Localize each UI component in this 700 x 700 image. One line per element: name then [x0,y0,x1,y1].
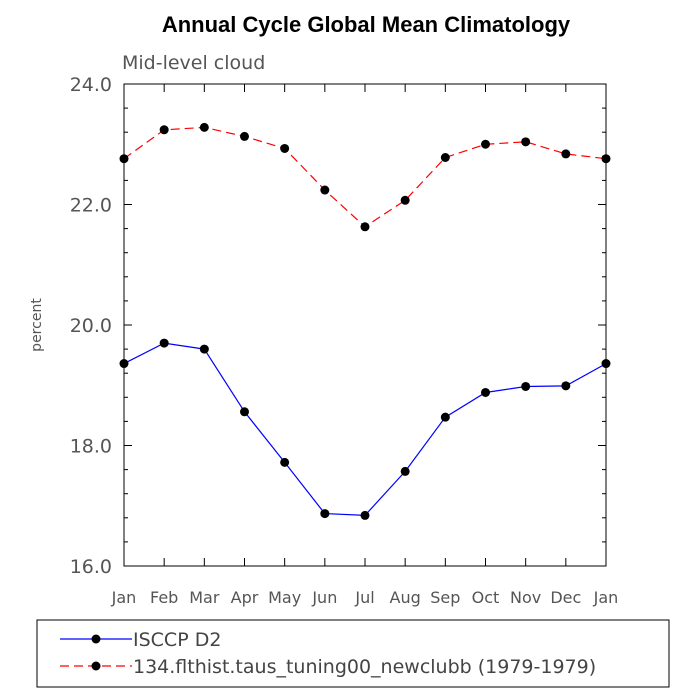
x-tick-label: Oct [472,588,500,607]
series-2-point [521,137,531,147]
series-1-point [199,344,209,354]
series-1-point [440,412,450,422]
series-line-1 [123,342,607,517]
series-2-point [400,195,410,205]
x-tick-label: Aug [390,588,421,607]
x-tick-label: Sep [430,588,460,607]
series-1-point [601,359,611,369]
x-tick-label: Apr [231,588,259,607]
series-2-point [561,149,571,159]
x-tick-label: Jan [593,588,619,607]
series-1-point [280,457,290,467]
x-tick-label: Nov [510,588,541,607]
chart-title: Annual Cycle Global Mean Climatology [162,12,571,37]
series-2-point [360,222,370,232]
y-tick-label: 18.0 [70,436,112,458]
series-layer [119,122,611,520]
series-2-point [159,125,169,135]
legend-box [36,619,670,688]
y-tick-label: 22.0 [70,195,112,217]
series-2-point [119,154,129,164]
x-tick-label: May [268,588,301,607]
series-1-point [360,510,370,520]
legend-label-2: 134.flthist.taus_tuning00_newclubb (1979… [133,656,596,678]
x-tick-label: Mar [189,588,220,607]
legend-marker-2 [91,661,101,671]
x-tick-label: Jun [311,588,337,607]
series-1-point [240,407,249,417]
series-1-point [481,387,490,397]
y-tick-labels: 16.0 18.0 20.0 22.0 24.0 [70,74,112,578]
x-tick-label: Jul [354,588,374,607]
series-1-point [159,338,169,348]
series-2-point [240,131,249,141]
y-tick-label: 20.0 [70,315,112,337]
y-tick-label: 24.0 [70,74,112,96]
chart-subtitle: Mid-level cloud [122,52,265,74]
series-line-2 [123,126,607,228]
y-axis-label: percent [29,298,45,352]
x-tick-label: Dec [550,588,581,607]
series-1-point [521,381,531,391]
x-tick-label: Jan [111,588,137,607]
plot-frame [123,83,607,567]
legend-label-1: ISCCP D2 [133,629,221,651]
series-2-point [199,122,209,132]
axis-ticks [123,83,607,567]
x-tick-label: Feb [150,588,178,607]
series-2-point [320,185,330,195]
x-tick-labels: Jan Feb Mar Apr May Jun Jul Aug Sep Oct Nov Dec Jan [111,588,619,607]
series-2-point [440,153,450,163]
series-1-point [320,509,330,519]
series-1-point [561,381,571,391]
series-2-point [481,139,490,149]
series-1-point [119,359,129,369]
series-1-point [400,466,410,476]
y-tick-label: 16.0 [70,556,112,578]
series-2-point [280,143,290,153]
legend-marker-1 [91,634,101,644]
legend: ISCCP D2 134.flthist.taus_tuning00_newclu… [60,629,596,678]
series-2-point [601,154,611,164]
